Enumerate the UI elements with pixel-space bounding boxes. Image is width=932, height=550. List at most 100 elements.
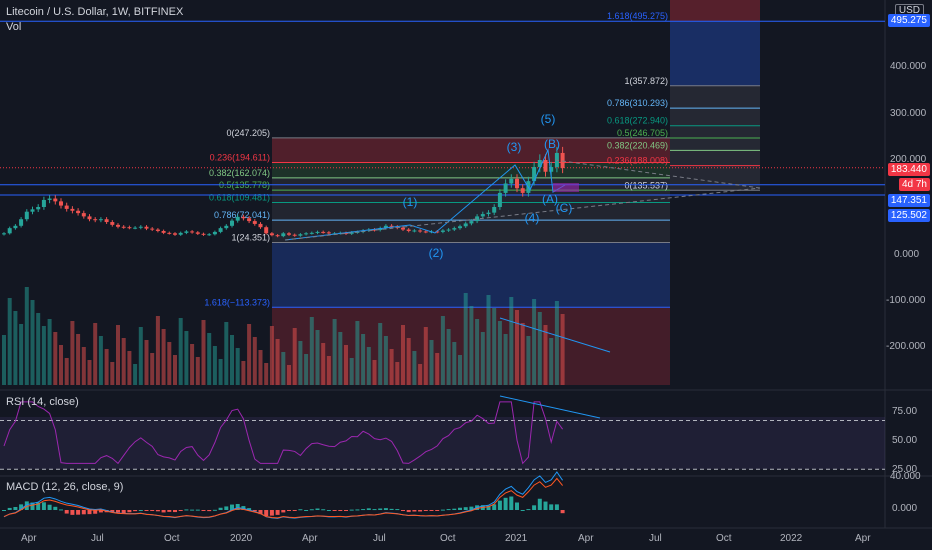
fib-level-label: 0.382(162.074) — [209, 168, 270, 178]
candle-body — [440, 230, 445, 232]
candle-body — [486, 212, 491, 215]
candle-body — [207, 234, 212, 236]
volume-bar — [389, 349, 394, 385]
time-tick: Apr — [21, 533, 37, 544]
macd-histogram-bar — [275, 510, 280, 515]
volume-bar — [321, 343, 326, 385]
candle-body — [241, 216, 246, 219]
candle-body — [24, 211, 29, 220]
volume-bar — [281, 352, 286, 385]
macd-histogram-bar — [440, 509, 445, 511]
fib-level-label: 0.786(72.041) — [214, 210, 270, 220]
volume-bar — [275, 339, 280, 385]
macd-histogram-bar — [64, 510, 69, 514]
volume-bar — [383, 336, 388, 385]
macd-histogram-bar — [93, 510, 98, 514]
candle-body — [98, 219, 103, 221]
volume-bar — [138, 327, 143, 385]
volume-bar — [201, 320, 206, 385]
volume-bar — [121, 338, 126, 385]
volume-bar — [469, 306, 474, 385]
macd-histogram-bar — [155, 510, 160, 512]
volume-bar — [230, 335, 234, 385]
fib-level-label: 0.618(272.940) — [607, 116, 668, 126]
time-tick: 2020 — [230, 533, 253, 544]
macd-histogram-bar — [401, 510, 405, 511]
volume-bar — [195, 357, 200, 385]
fib-level-label: 1.618(−113.373) — [204, 297, 270, 307]
volume-bar — [2, 335, 6, 385]
volume-bar — [372, 360, 377, 385]
macd-tick: 0.000 — [892, 503, 918, 514]
wave-label: (5) — [541, 112, 556, 126]
candle-body — [184, 231, 189, 233]
macd-histogram-bar — [207, 510, 212, 512]
macd-histogram-bar — [355, 509, 360, 511]
candle-body — [144, 226, 149, 229]
candle-body — [292, 234, 297, 236]
candle-body — [269, 233, 274, 236]
macd-histogram-bar — [184, 509, 189, 511]
macd-histogram-bar — [366, 508, 371, 510]
volume-bar — [435, 353, 440, 385]
volume-bar — [41, 326, 46, 385]
candle-body — [2, 233, 6, 235]
macd-histogram-bar — [41, 502, 46, 510]
price-tag-level: 147.351 — [887, 194, 930, 207]
volume-bar — [59, 345, 63, 385]
macd-histogram-bar — [110, 510, 115, 513]
candle-body — [321, 231, 326, 233]
candle-body — [537, 160, 542, 168]
macd-histogram-bar — [173, 510, 177, 513]
candle-body — [446, 229, 451, 231]
candle-body — [116, 224, 120, 227]
candle-body — [401, 227, 405, 230]
volume-bar — [349, 358, 354, 385]
volume-bar — [509, 297, 514, 385]
volume-bar — [309, 317, 314, 385]
volume-bar — [30, 300, 35, 385]
candle-body — [212, 231, 217, 235]
candle-body — [167, 232, 172, 234]
volume-trendline — [499, 317, 611, 353]
macd-histogram-bar — [87, 510, 92, 515]
candle-body — [480, 214, 485, 217]
volume-bar — [458, 355, 462, 385]
volume-bar — [554, 301, 559, 385]
volume-bar — [24, 287, 29, 385]
volume-bar — [13, 311, 18, 385]
volume-bar — [167, 342, 172, 385]
macd-histogram-bar — [230, 504, 234, 510]
macd-histogram-bar — [281, 510, 286, 513]
volume-bar — [144, 340, 149, 385]
candle-body — [224, 225, 229, 229]
target-zone — [553, 183, 579, 192]
volume-bar — [19, 324, 24, 385]
macd-histogram-bar — [7, 507, 12, 510]
candle-body — [19, 219, 24, 226]
volume-bar — [287, 365, 291, 385]
volume-bar — [366, 347, 371, 385]
volume-bar — [326, 356, 331, 385]
macd-histogram-bar — [133, 510, 138, 512]
macd-label: MACD (12, 26, close, 9) — [6, 481, 124, 493]
macd-histogram-bar — [344, 510, 348, 511]
macd-histogram-bar — [98, 510, 103, 513]
volume-bar — [423, 327, 428, 385]
candle-body — [36, 207, 41, 210]
macd-histogram-bar — [235, 504, 240, 510]
candle-body — [258, 223, 263, 228]
candle-body — [389, 225, 394, 227]
time-tick: Oct — [164, 533, 180, 544]
volume-bar — [258, 350, 263, 385]
price-tick: 300.000 — [890, 108, 927, 119]
volume-bar — [480, 332, 485, 385]
wave-label: (2) — [429, 246, 444, 260]
volume-bar — [161, 329, 166, 385]
candle-body — [475, 216, 480, 222]
wave-label: (A) — [542, 192, 558, 206]
volume-bar — [218, 359, 223, 385]
volume-bar — [378, 323, 383, 385]
volume-bar — [401, 325, 405, 385]
